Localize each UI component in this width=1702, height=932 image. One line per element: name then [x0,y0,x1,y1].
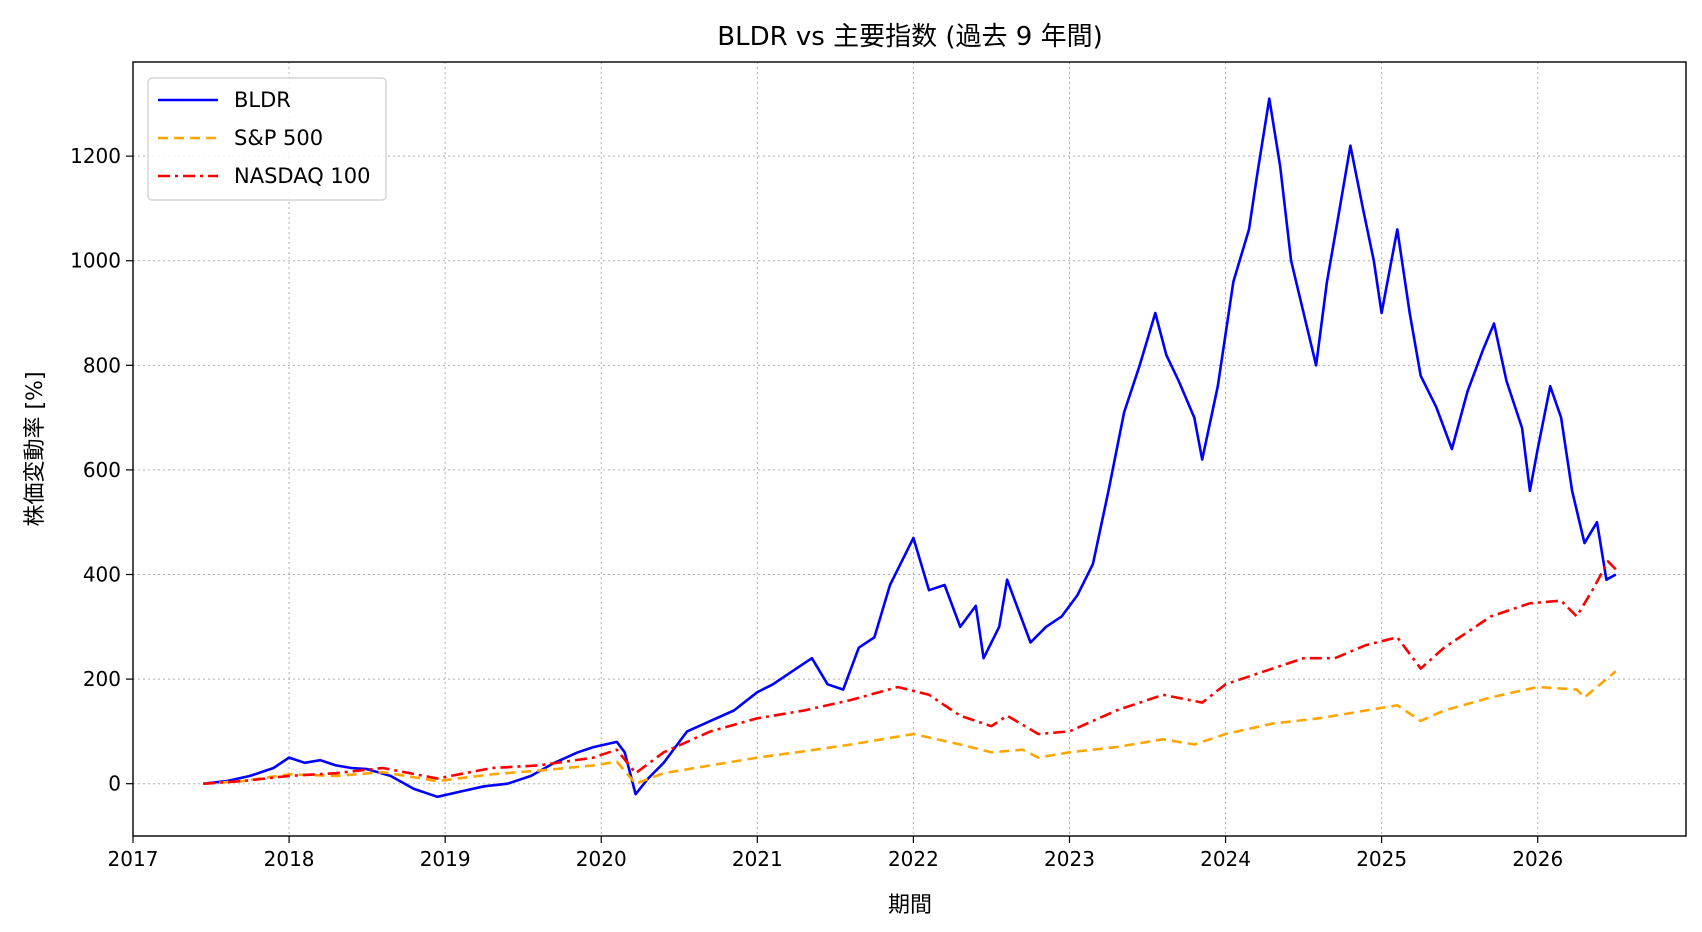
legend-label-s-p-500: S&P 500 [234,126,323,150]
legend-label-bldr: BLDR [234,88,291,112]
y-tick-label: 1200 [70,144,121,168]
x-ticks-layer: 2017 2018 2019 2020 2021 2022 2023 2024 2025 2026 [108,836,1563,871]
y-tick-label: 1000 [70,249,121,273]
x-tick-label: 2019 [420,847,471,871]
y-ticks-layer: 0 200 400 600 800 1000 1200 [70,144,133,796]
y-tick-label: 0 [108,772,121,796]
y-tick-label: 400 [83,563,121,587]
x-tick-label: 2026 [1512,847,1563,871]
legend: BLDR S&P 500 NASDAQ 100 [147,77,387,201]
series-line-bldr [203,97,1617,799]
series-line-nasdaq-100 [203,560,1617,785]
x-tick-label: 2025 [1356,847,1407,871]
x-axis-title: 期間 [888,893,932,918]
x-tick-label: 2020 [576,847,627,871]
chart-title: BLDR vs 主要指数 (過去 9 年間) [717,22,1103,52]
x-tick-label: 2023 [1044,847,1095,871]
plot-frame [132,61,1687,837]
x-tick-label: 2021 [732,847,783,871]
x-tick-label: 2022 [888,847,939,871]
x-tick-label: 2017 [108,847,159,871]
legend-box [147,77,387,201]
y-tick-label: 600 [83,458,121,482]
y-tick-label: 800 [83,353,121,377]
x-tick-label: 2024 [1200,847,1251,871]
y-tick-label: 200 [83,667,121,691]
x-tick-label: 2018 [264,847,315,871]
series-layer [203,97,1617,799]
legend-items: BLDR S&P 500 NASDAQ 100 [158,88,371,188]
legend-label-nasdaq-100: NASDAQ 100 [234,164,371,188]
series-line-s-p-500 [203,670,1617,785]
y-axis-title: 株価変動率 [%] [23,371,48,526]
